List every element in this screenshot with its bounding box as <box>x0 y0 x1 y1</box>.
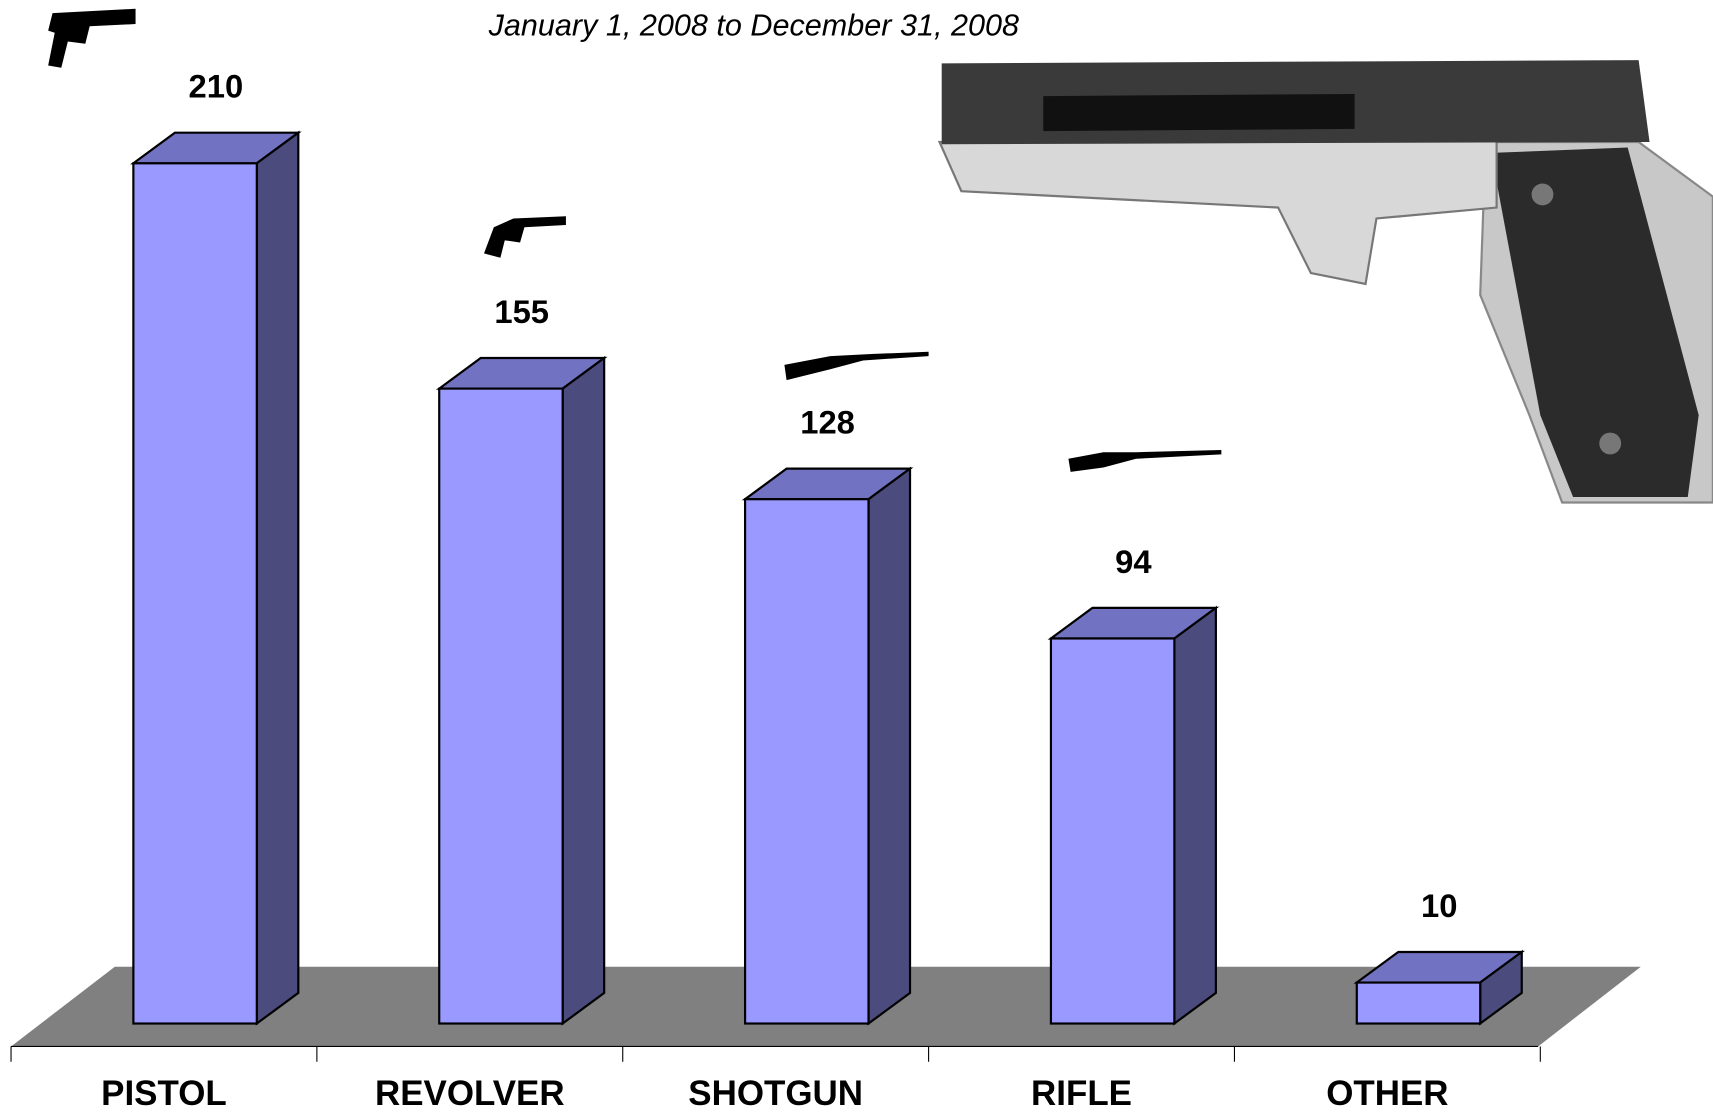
value-label: 128 <box>800 404 855 441</box>
bar <box>745 499 868 1023</box>
value-label: 210 <box>189 68 244 105</box>
x-tick-label: REVOLVER <box>375 1074 565 1112</box>
value-label: 94 <box>1115 543 1152 580</box>
value-label: 10 <box>1421 887 1457 924</box>
x-tick-label: RIFLE <box>1031 1074 1132 1112</box>
bar <box>1051 638 1174 1023</box>
bar <box>1357 983 1480 1024</box>
bar-side <box>563 358 605 1024</box>
bar <box>439 389 562 1024</box>
value-label: 155 <box>494 293 549 330</box>
bar <box>133 163 256 1023</box>
x-tick-label: SHOTGUN <box>688 1074 863 1112</box>
bar-side <box>869 469 911 1024</box>
bar-side <box>1174 608 1216 1024</box>
chart: January 1, 2008 to December 31, 2008 PIS… <box>0 0 1713 1112</box>
x-tick-label: PISTOL <box>101 1074 227 1112</box>
chart-subtitle: January 1, 2008 to December 31, 2008 <box>488 8 1019 42</box>
pistol-picture <box>940 60 1713 502</box>
bar-side <box>257 133 299 1024</box>
x-tick-label: OTHER <box>1326 1074 1448 1112</box>
